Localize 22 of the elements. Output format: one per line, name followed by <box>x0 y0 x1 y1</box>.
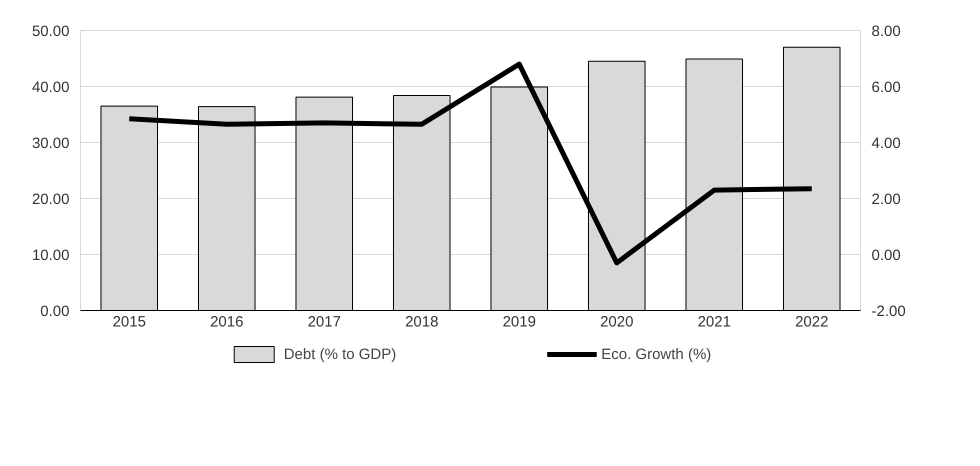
legend-label: Debt (% to GDP) <box>284 346 396 362</box>
y-tick-label: 20.00 <box>32 191 70 208</box>
x-tick-label: 2017 <box>308 314 341 330</box>
x-tick-label: 2018 <box>405 314 438 330</box>
y2-tick-label: -2.00 <box>872 303 906 320</box>
y2-tick-label: 6.00 <box>872 79 901 96</box>
legend-label: Eco. Growth (%) <box>601 346 712 362</box>
y2-tick-label: 2.00 <box>872 191 901 208</box>
y-tick-label: 50.00 <box>32 23 70 40</box>
x-tick-label: 2020 <box>600 314 634 330</box>
y-tick-label: 10.00 <box>32 247 70 264</box>
y2-tick-label: 8.00 <box>872 23 901 40</box>
y-tick-label: 30.00 <box>32 135 70 152</box>
y2-tick-label: 0.00 <box>872 247 901 264</box>
y-tick-label: 0.00 <box>40 303 70 320</box>
x-tick-label: 2015 <box>112 314 146 330</box>
y2-tick-label: 4.00 <box>872 135 901 152</box>
x-tick-label: 2022 <box>795 314 828 330</box>
x-tick-label: 2021 <box>698 314 731 330</box>
y-tick-label: 40.00 <box>32 79 70 96</box>
x-tick-label: 2016 <box>210 314 244 330</box>
x-tick-label: 2019 <box>502 314 536 330</box>
